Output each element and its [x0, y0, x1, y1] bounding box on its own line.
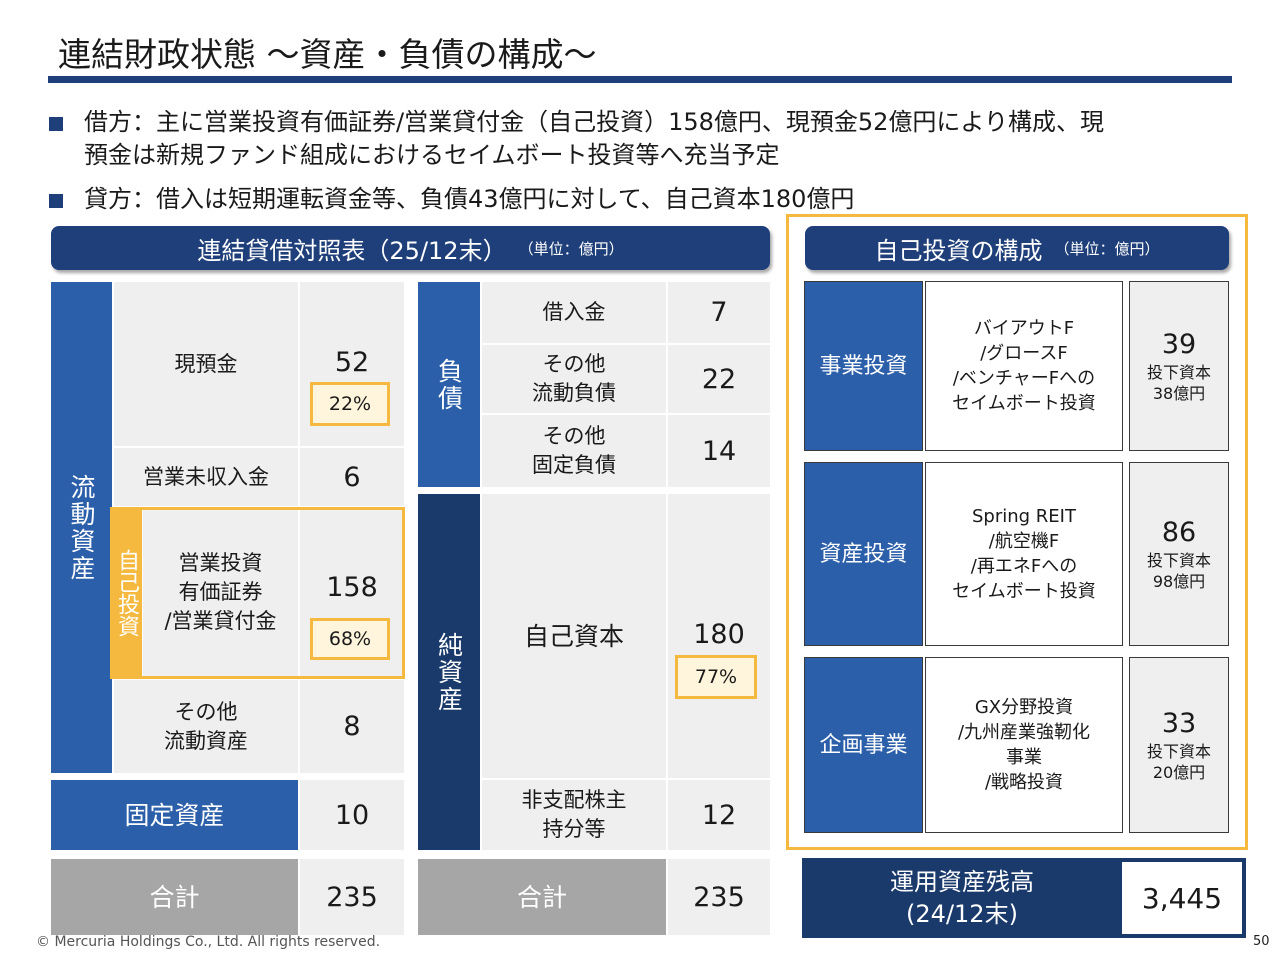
equity-pct-badge: 77%	[675, 655, 757, 699]
equity-value: 180	[693, 619, 745, 650]
cash-label: 現預金	[114, 282, 298, 446]
invest-value-asset-sub1: 投下資本	[1146, 551, 1211, 570]
equity-value-cell: 180	[668, 494, 770, 778]
self-investment-unit: （単位：億円）	[1054, 239, 1160, 258]
self-investment-outline	[110, 507, 405, 679]
securities-pct-badge: 68%	[310, 618, 390, 660]
cash-pct-badge: 22%	[310, 382, 390, 426]
net-assets-label: 純資産	[418, 494, 480, 850]
invest-value-business: 39 投下資本 38億円	[1129, 281, 1229, 451]
aum-label-title: 運用資産残高	[890, 868, 1034, 896]
receivables-value: 6	[300, 448, 404, 506]
invest-value-planning-sub2: 20億円	[1152, 763, 1206, 782]
non-controlling-value: 12	[668, 780, 770, 850]
total-liabilities-label: 合計	[418, 859, 666, 935]
page-number: 50	[1253, 934, 1270, 949]
non-controlling-label: 非支配株主 持分等	[482, 780, 666, 850]
title-divider	[48, 76, 1232, 83]
total-liabilities-value: 235	[668, 859, 770, 935]
balance-sheet-title: 連結貸借対照表（25/12末）	[197, 236, 507, 265]
other-current-assets-value: 8	[300, 680, 404, 773]
invest-value-asset-amount: 86	[1161, 517, 1197, 548]
other-current-assets-label: その他 流動資産	[114, 680, 298, 773]
aum-label: 運用資産残高 (24/12末)	[806, 862, 1118, 934]
cash-value: 52	[334, 347, 370, 378]
aum-value: 3,445	[1122, 862, 1242, 934]
invest-value-business-sub1: 投下資本	[1146, 363, 1211, 382]
aum-label-date: (24/12末)	[906, 900, 1018, 928]
invest-category-planning: 企画事業	[804, 657, 923, 833]
current-assets-label: 流動資産	[51, 282, 112, 773]
invest-detail-asset: Spring REIT /航空機F /再エネFへの セイムボート投資	[925, 462, 1123, 646]
balance-sheet-unit: （単位：億円）	[518, 239, 624, 258]
copyright-footer: © Mercuria Holdings Co., Ltd. All rights…	[36, 934, 381, 950]
equity-label: 自己資本	[482, 494, 666, 778]
liabilities-label: 負債	[418, 282, 480, 487]
other-current-liabilities-label: その他 流動負債	[482, 345, 666, 413]
invest-value-business-sub2: 38億円	[1152, 384, 1206, 403]
invest-category-business: 事業投資	[804, 281, 923, 451]
invest-value-business-amount: 39	[1161, 329, 1197, 360]
bullet-square-icon	[49, 194, 63, 208]
other-current-liabilities-value: 22	[668, 345, 770, 413]
invest-value-asset: 86 投下資本 98億円	[1129, 462, 1229, 646]
fixed-assets-value: 10	[300, 780, 404, 850]
securities-label: 営業投資 有価証券 /営業貸付金	[143, 507, 298, 678]
receivables-label: 営業未収入金	[114, 448, 298, 506]
total-assets-value: 235	[300, 859, 404, 935]
page-title: 連結財政状態 ～資産・負債の構成～	[58, 35, 597, 74]
invest-detail-planning: GX分野投資 /九州産業強靭化 事業 /戦略投資	[925, 657, 1123, 833]
invest-value-planning: 33 投下資本 20億円	[1129, 657, 1229, 833]
bullet-text-1-cont: 預金は新規ファンド組成におけるセイムボート投資等へ充当予定	[84, 141, 780, 169]
securities-value: 158	[326, 572, 378, 603]
other-fixed-liabilities-value: 14	[668, 415, 770, 487]
self-investment-panel	[786, 214, 1248, 850]
total-assets-label: 合計	[51, 859, 298, 935]
self-investment-title: 自己投資の構成	[874, 236, 1043, 265]
invest-detail-business: バイアウトF /グロースF /ベンチャーFへの セイムボート投資	[925, 281, 1123, 451]
self-investment-label: 自己投資	[111, 507, 142, 678]
invest-category-asset: 資産投資	[804, 462, 923, 646]
bullet-text-1: 借方：主に営業投資有価証券/営業貸付金（自己投資）158億円、現預金52億円によ…	[84, 108, 1104, 136]
invest-value-planning-sub1: 投下資本	[1146, 742, 1211, 761]
self-investment-header: 自己投資の構成 （単位：億円）	[805, 226, 1229, 270]
balance-sheet-header: 連結貸借対照表（25/12末） （単位：億円）	[51, 226, 770, 270]
borrowings-value: 7	[668, 282, 770, 343]
invest-value-asset-sub2: 98億円	[1152, 572, 1206, 591]
bullet-square-icon	[49, 117, 63, 131]
other-fixed-liabilities-label: その他 固定負債	[482, 415, 666, 487]
bullet-text-2: 貸方：借入は短期運転資金等、負債43億円に対して、自己資本180億円	[84, 185, 855, 213]
fixed-assets-label: 固定資産	[51, 780, 298, 850]
borrowings-label: 借入金	[482, 282, 666, 343]
invest-value-planning-amount: 33	[1161, 708, 1197, 739]
